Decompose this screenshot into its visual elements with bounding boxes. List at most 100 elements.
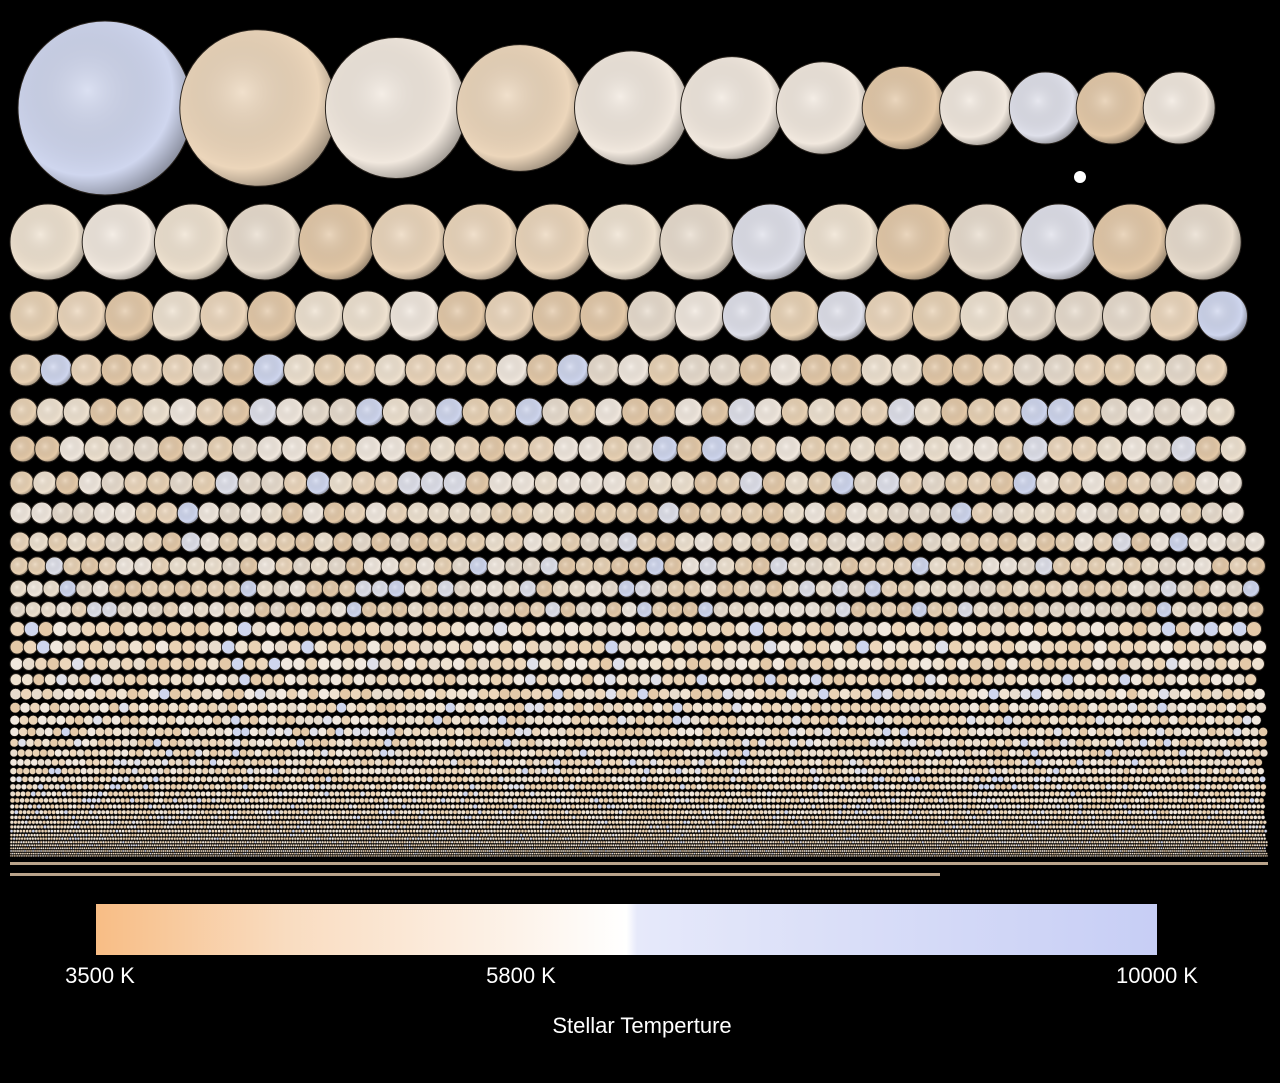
star	[150, 809, 156, 815]
star	[446, 783, 454, 790]
star	[333, 790, 340, 797]
star	[1021, 775, 1028, 783]
star	[902, 775, 909, 783]
star	[135, 820, 140, 825]
star	[220, 639, 236, 655]
star-shading	[116, 556, 135, 576]
star	[1069, 758, 1077, 767]
star	[566, 758, 575, 767]
star	[413, 815, 419, 820]
star	[789, 639, 805, 655]
star	[725, 738, 735, 748]
star	[765, 820, 770, 825]
star	[176, 775, 184, 783]
star	[591, 639, 607, 655]
star-shading	[223, 580, 241, 598]
star	[994, 809, 1000, 815]
star	[1008, 748, 1017, 758]
star	[86, 797, 92, 804]
star	[796, 767, 804, 775]
star	[210, 790, 217, 797]
star	[491, 775, 499, 783]
star	[521, 767, 529, 775]
star	[564, 815, 569, 820]
star	[313, 815, 319, 820]
star	[1094, 715, 1105, 726]
star-shading	[456, 44, 584, 172]
star	[702, 815, 708, 820]
star	[800, 820, 806, 825]
star	[218, 775, 225, 783]
star	[457, 790, 464, 797]
star-shading	[80, 556, 100, 576]
star	[727, 797, 734, 804]
star	[941, 748, 951, 758]
star	[963, 748, 973, 758]
star	[699, 775, 707, 783]
star-shading	[657, 502, 680, 524]
star	[205, 790, 212, 797]
star	[121, 809, 127, 815]
star	[533, 715, 545, 726]
star	[937, 775, 945, 783]
star	[972, 758, 981, 767]
star	[345, 702, 357, 714]
star	[1195, 815, 1200, 820]
star	[524, 783, 531, 790]
star	[669, 738, 679, 748]
star	[489, 673, 503, 687]
star	[1194, 738, 1204, 748]
star	[183, 803, 189, 810]
star	[961, 820, 967, 825]
star	[249, 727, 259, 737]
star	[587, 758, 596, 767]
star	[726, 803, 732, 810]
star	[22, 639, 38, 655]
star	[359, 738, 369, 748]
star	[1000, 797, 1006, 804]
star-shading	[1127, 398, 1156, 426]
star	[222, 688, 235, 700]
star	[1211, 688, 1223, 700]
star-shading	[376, 601, 393, 618]
star	[693, 738, 703, 748]
star	[956, 715, 968, 726]
star	[1035, 738, 1045, 748]
star	[892, 715, 903, 726]
star	[342, 767, 350, 775]
star	[254, 688, 266, 700]
star	[390, 815, 396, 820]
star	[606, 790, 613, 797]
star	[81, 820, 86, 825]
star	[414, 803, 420, 810]
star	[533, 775, 541, 783]
star	[598, 715, 609, 726]
star	[386, 727, 396, 737]
star-shading	[1013, 502, 1036, 524]
star	[638, 748, 647, 758]
star	[578, 621, 594, 637]
star	[296, 820, 301, 825]
star	[933, 727, 943, 737]
star	[1187, 815, 1193, 820]
star	[395, 790, 402, 797]
star	[206, 820, 211, 825]
star	[296, 688, 309, 700]
star	[947, 621, 964, 637]
star	[997, 803, 1003, 810]
star	[299, 803, 305, 810]
star	[924, 809, 930, 815]
star	[1014, 767, 1022, 775]
star-shading	[529, 601, 546, 618]
star	[129, 715, 140, 726]
star	[99, 758, 107, 767]
star	[987, 790, 994, 797]
star	[169, 790, 176, 797]
star	[722, 797, 729, 804]
star	[21, 775, 29, 783]
star	[1010, 727, 1020, 737]
star	[1226, 656, 1241, 671]
star	[61, 727, 71, 737]
star	[1011, 803, 1017, 810]
star	[9, 767, 18, 775]
